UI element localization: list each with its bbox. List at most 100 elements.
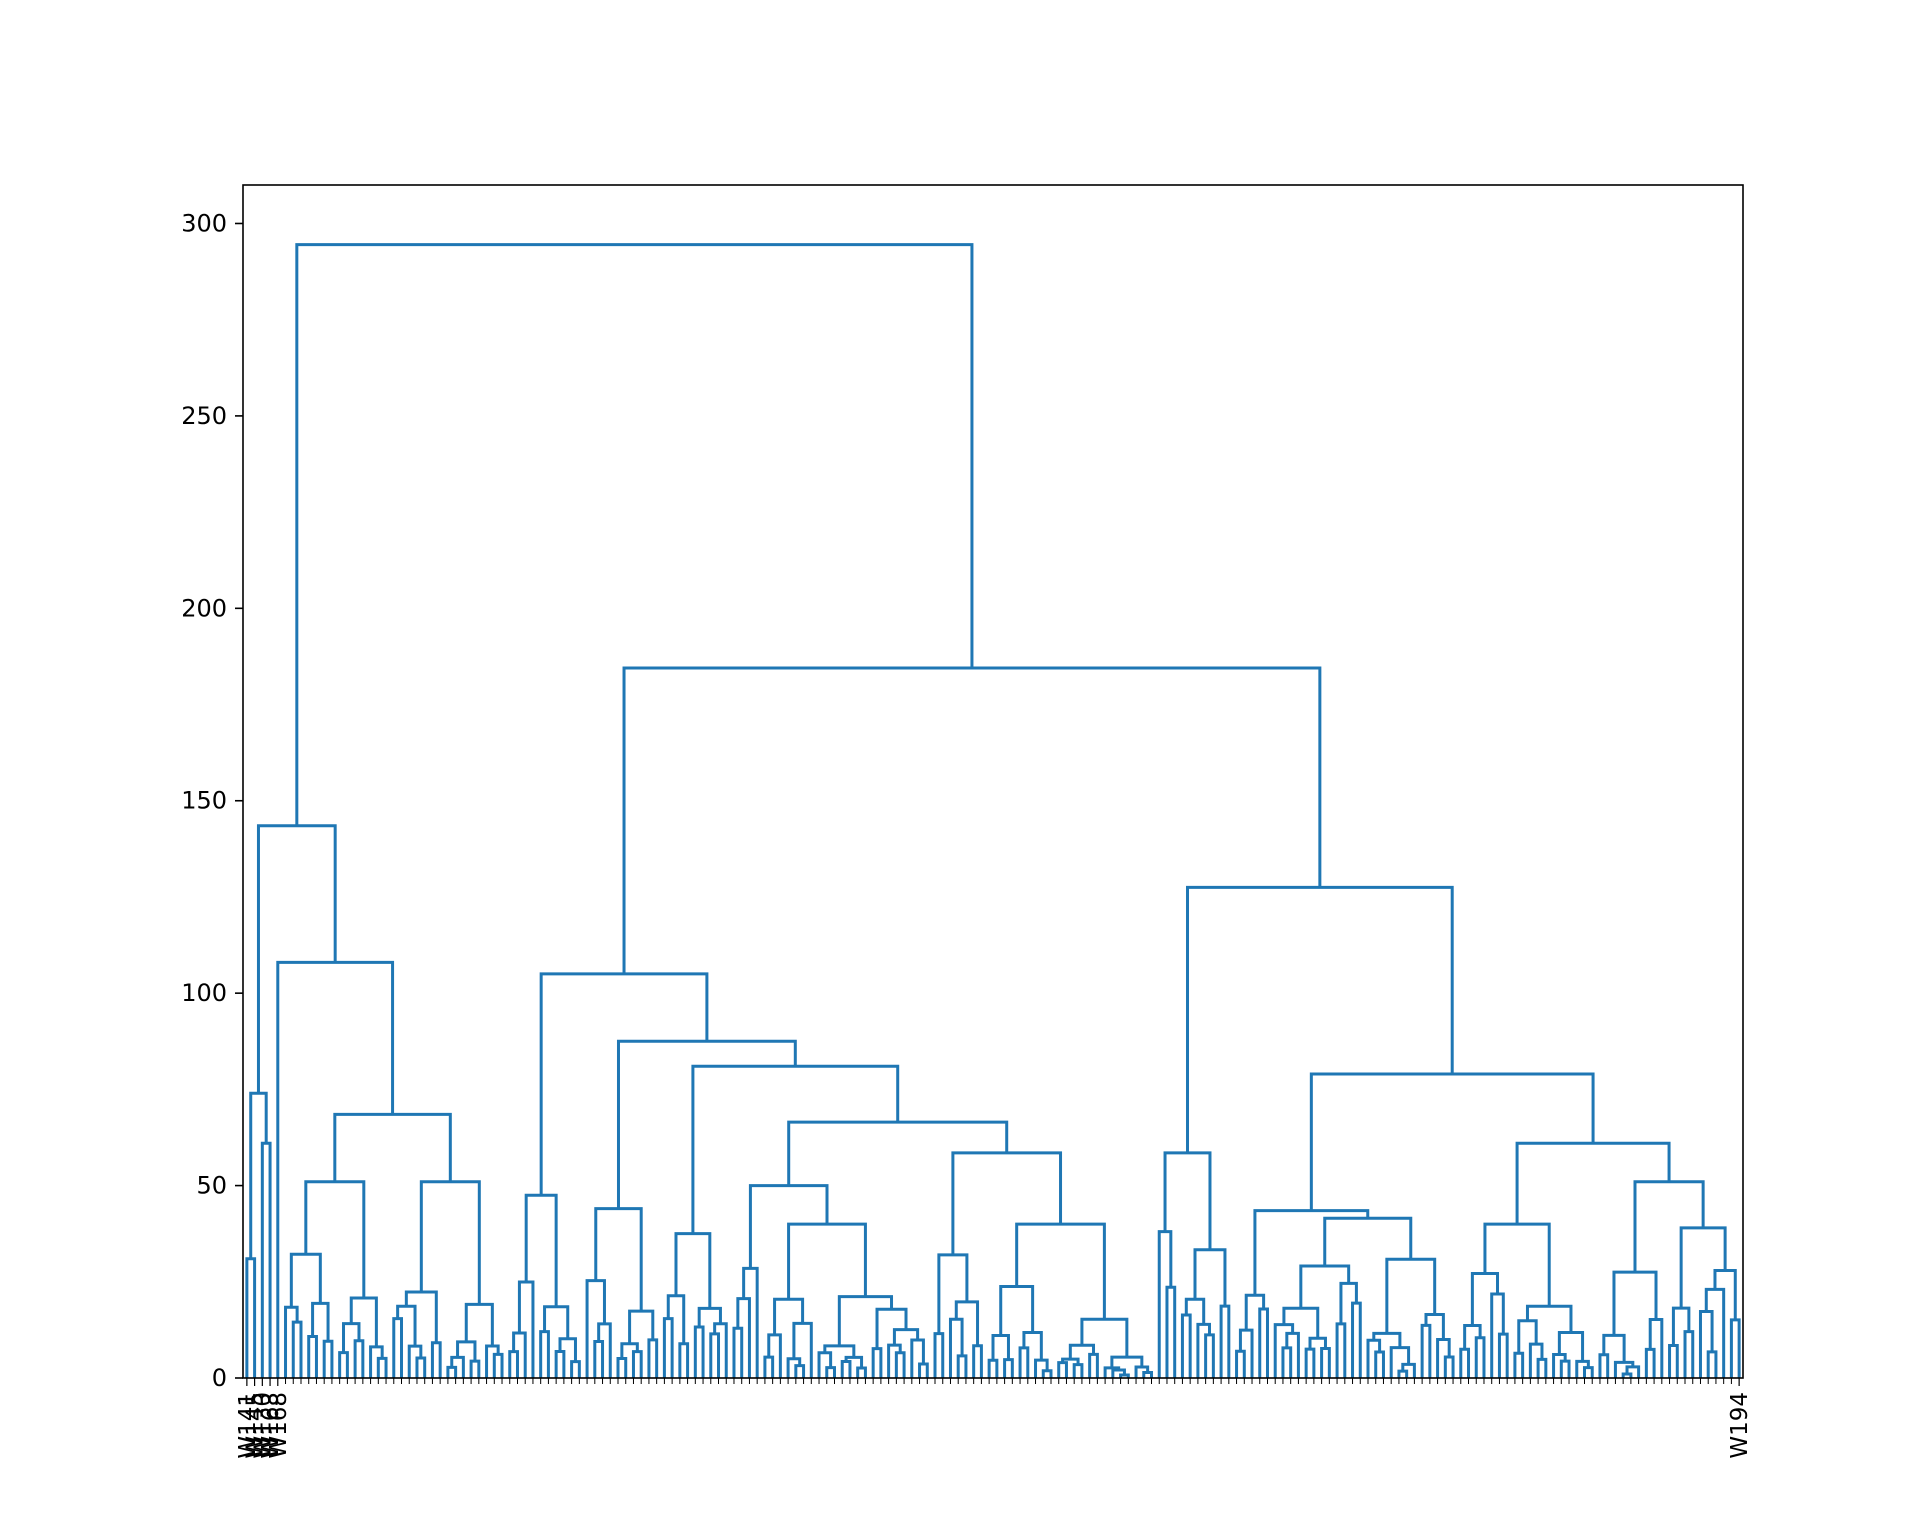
dendrogram-link-180 — [1671, 1306, 1691, 1346]
dendrogram-link-130 — [1285, 1331, 1300, 1378]
dendrogram-link-185 — [1713, 1269, 1737, 1320]
y-tick-label-150: 150 — [181, 787, 227, 815]
dendrogram-link-57 — [697, 1306, 722, 1327]
dendrogram-link-56 — [713, 1322, 728, 1378]
dendrogram-link-152 — [1253, 1209, 1370, 1296]
dendrogram-link-128 — [1244, 1293, 1266, 1331]
dendrogram-link-122 — [1219, 1304, 1231, 1378]
dendrogram-link-71 — [856, 1366, 867, 1378]
dendrogram-link-96 — [1022, 1330, 1043, 1361]
y-tick-label-50: 50 — [196, 1172, 227, 1200]
dendrogram-link-188 — [1515, 1141, 1671, 1225]
dendrogram-link-22 — [446, 1365, 458, 1378]
dendrogram-link-43 — [597, 1322, 612, 1378]
dendrogram-link-58 — [674, 1232, 712, 1309]
dendrogram-link-114 — [616, 1039, 797, 1209]
dendrogram-link-189 — [1309, 1072, 1595, 1211]
dendrogram-link-2 — [249, 1091, 268, 1259]
dendrogram-link-138 — [1339, 1281, 1358, 1324]
dendrogram-link-94 — [1041, 1369, 1053, 1378]
dendrogram-link-101 — [1088, 1352, 1099, 1378]
dendrogram-link-81 — [837, 1295, 894, 1346]
dendrogram-link-49 — [628, 1309, 655, 1344]
y-axis: 0 50 100 150 200 250 300 — [181, 209, 243, 1392]
plot-frame — [242, 184, 1744, 1379]
dendrogram-link-172 — [1625, 1365, 1641, 1378]
dendrogram-link-74 — [871, 1347, 883, 1378]
dendrogram-link-146 — [1420, 1323, 1432, 1378]
dendrogram-link-170 — [1598, 1353, 1610, 1378]
dendrogram-link-91 — [1003, 1358, 1014, 1378]
dendrogram-link-76 — [887, 1343, 902, 1378]
dendrogram-link-164 — [1552, 1353, 1567, 1378]
leaf-label: W145 — [243, 1392, 269, 1459]
dendrogram-link-35 — [517, 1280, 535, 1378]
y-tick-label-250: 250 — [181, 402, 227, 430]
dendrogram-link-75 — [894, 1351, 906, 1378]
leaf-label: W168 — [266, 1392, 292, 1459]
dendrogram-link-4 — [284, 1305, 299, 1378]
leaf-label: W130 — [250, 1392, 276, 1459]
dendrogram-link-160 — [1536, 1357, 1548, 1378]
dendrogram-link-54 — [693, 1325, 705, 1378]
y-tick-label-200: 200 — [181, 594, 227, 622]
dendrogram-link-178 — [1668, 1343, 1679, 1378]
dendrogram-link-93 — [1018, 1346, 1030, 1378]
y-tick-label-0: 0 — [212, 1364, 227, 1392]
dendrogram-link-1 — [260, 1141, 272, 1378]
dendrogram-link-12 — [376, 1356, 388, 1378]
dendrogram-link-161 — [1528, 1342, 1544, 1378]
dendrogram-link-97 — [999, 1285, 1035, 1336]
dendrogram-link-111 — [951, 1151, 1063, 1255]
dendrogram-link-88 — [954, 1300, 980, 1346]
dendrogram-link-177 — [1612, 1270, 1658, 1336]
dendrogram-link-17 — [415, 1356, 427, 1378]
dendrogram-link-98 — [1057, 1361, 1068, 1378]
dendrogram-link-6 — [322, 1339, 334, 1378]
dendrogram-link-9 — [338, 1351, 349, 1378]
dendrogram-link-7 — [311, 1301, 330, 1342]
dendrogram-link-149 — [1424, 1313, 1445, 1340]
dendrogram-link-141 — [1366, 1338, 1382, 1378]
dendrogram-link-36 — [539, 1330, 550, 1378]
dendrogram-link-62 — [763, 1355, 775, 1378]
leaf-label: W194 — [1727, 1392, 1753, 1459]
dendrogram-link-167 — [1557, 1330, 1585, 1362]
dendrogram-link-24 — [469, 1359, 481, 1378]
dendrogram-link-156 — [1497, 1332, 1509, 1378]
dendrogram-link-183 — [1704, 1287, 1726, 1378]
y-tick-label-100: 100 — [181, 979, 227, 1007]
leaf-label: W163 — [258, 1392, 284, 1459]
dendrogram-link-157 — [1490, 1292, 1505, 1378]
dendrogram-link-126 — [1238, 1328, 1254, 1378]
dendrogram-link-103 — [1119, 1373, 1130, 1378]
dendrogram-link-85 — [956, 1354, 968, 1378]
dendrogram-link-104 — [1111, 1368, 1126, 1378]
dendrogram-links — [245, 243, 1741, 1378]
dendrogram-link-30 — [333, 1112, 452, 1182]
dendrogram-link-45 — [616, 1356, 628, 1378]
dendrogram-link-190 — [1186, 885, 1454, 1153]
dendrogram-link-124 — [1163, 1151, 1212, 1250]
dendrogram-link-5 — [307, 1335, 318, 1378]
dendrogram-link-143 — [1401, 1362, 1416, 1378]
dendrogram-link-27 — [485, 1344, 500, 1378]
dendrogram-link-108 — [1110, 1355, 1144, 1368]
dendrogram-link-34 — [512, 1331, 527, 1378]
dendrogram-link-52 — [678, 1342, 690, 1378]
dendrogram-link-39 — [558, 1337, 577, 1362]
dendrogram-link-118 — [1180, 1313, 1192, 1378]
y-tick-label-300: 300 — [181, 209, 227, 237]
dendrogram-link-109 — [1080, 1317, 1129, 1358]
dendrogram-link-60 — [736, 1297, 751, 1378]
dendrogram-link-37 — [554, 1349, 566, 1378]
dendrogram-link-3 — [291, 1320, 303, 1378]
dendrogram-link-192 — [295, 243, 974, 826]
dendrogram-link-136 — [1335, 1322, 1347, 1378]
dendrogram-link-163 — [1559, 1359, 1571, 1378]
dendrogram-link-131 — [1273, 1323, 1295, 1378]
dendrogram-link-145 — [1372, 1331, 1402, 1348]
dendrogram-link-13 — [369, 1345, 384, 1378]
